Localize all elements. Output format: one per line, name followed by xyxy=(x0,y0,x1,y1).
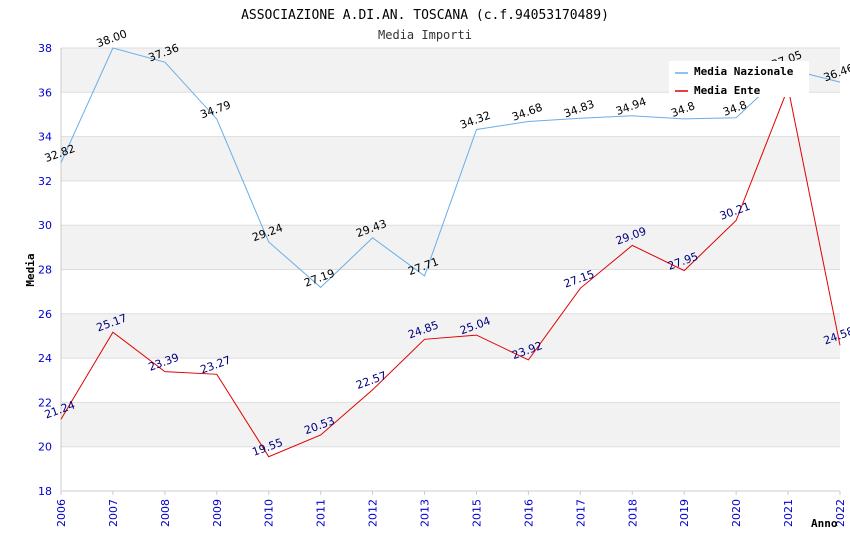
chart-subtitle: Media Importi xyxy=(378,28,472,42)
y-tick-label: 38 xyxy=(38,42,52,55)
data-label: 38.00 xyxy=(95,27,129,50)
grid-band xyxy=(61,225,840,270)
data-label: 27.15 xyxy=(562,268,596,291)
grid-bands xyxy=(61,48,840,447)
grid-band xyxy=(61,136,840,181)
y-tick-label: 22 xyxy=(38,396,52,409)
data-label: 34.83 xyxy=(562,97,596,120)
x-tick-label: 2017 xyxy=(574,499,587,527)
x-tick-label: 2018 xyxy=(626,499,639,527)
x-tick-label: 2015 xyxy=(470,499,483,527)
x-tick-label: 2016 xyxy=(522,499,535,527)
y-tick-label: 30 xyxy=(38,219,52,232)
x-axis-label: Anno xyxy=(811,517,838,530)
y-tick-labels: 18 20 22 24 26 28 30 32 34 36 38 xyxy=(38,42,52,498)
x-tick-label: 2019 xyxy=(678,499,691,527)
data-label: 34.8 xyxy=(721,98,748,119)
grid-band xyxy=(61,313,840,359)
y-tick-label: 34 xyxy=(38,131,52,144)
y-axis-label: Media xyxy=(24,253,37,286)
x-tick-label: 2011 xyxy=(315,499,328,527)
x-tick-label: 2020 xyxy=(730,499,743,527)
legend-label-media-ente: Media Ente xyxy=(694,84,761,97)
data-label: 34.94 xyxy=(614,95,648,118)
legend: Media Nazionale Media Ente xyxy=(669,61,809,97)
y-tick-label: 28 xyxy=(38,264,52,277)
series-line-media-nazionale xyxy=(60,47,841,289)
x-tick-label: 2009 xyxy=(211,499,224,527)
x-tick-label: 2006 xyxy=(55,499,68,527)
x-tick-label: 2021 xyxy=(782,499,795,527)
data-label: 22.57 xyxy=(354,369,388,392)
x-tick-label: 2008 xyxy=(159,499,172,527)
y-tick-label: 36 xyxy=(38,86,52,99)
data-label: 30.21 xyxy=(718,200,752,223)
legend-box xyxy=(669,61,809,97)
legend-label-media-nazionale: Media Nazionale xyxy=(694,65,794,78)
y-tick-label: 26 xyxy=(38,308,52,321)
x-tick-label: 2007 xyxy=(107,499,120,527)
x-tick-label: 2022 xyxy=(834,499,847,527)
grid-band xyxy=(61,402,840,447)
x-tick-label: 2012 xyxy=(367,499,380,527)
data-label: 34.68 xyxy=(510,101,544,124)
series-line-media-ente xyxy=(60,86,841,458)
x-tick-label: 2010 xyxy=(263,499,276,527)
y-tick-label: 32 xyxy=(38,175,52,188)
y-tick-label: 18 xyxy=(38,485,52,498)
y-tick-label: 24 xyxy=(38,352,52,365)
x-tick-labels: 2006 2007 2008 2009 2010 2011 2012 2013 2015 2016… xyxy=(55,499,847,527)
series-lines xyxy=(60,47,841,458)
axes xyxy=(60,48,841,495)
x-tick-label: 2013 xyxy=(419,499,432,527)
grid-lines xyxy=(61,47,840,492)
chart-title: ASSOCIAZIONE A.DI.AN. TOSCANA (c.f.94053… xyxy=(241,8,609,23)
data-label: 34.8 xyxy=(669,99,696,120)
y-tick-label: 20 xyxy=(38,441,52,454)
